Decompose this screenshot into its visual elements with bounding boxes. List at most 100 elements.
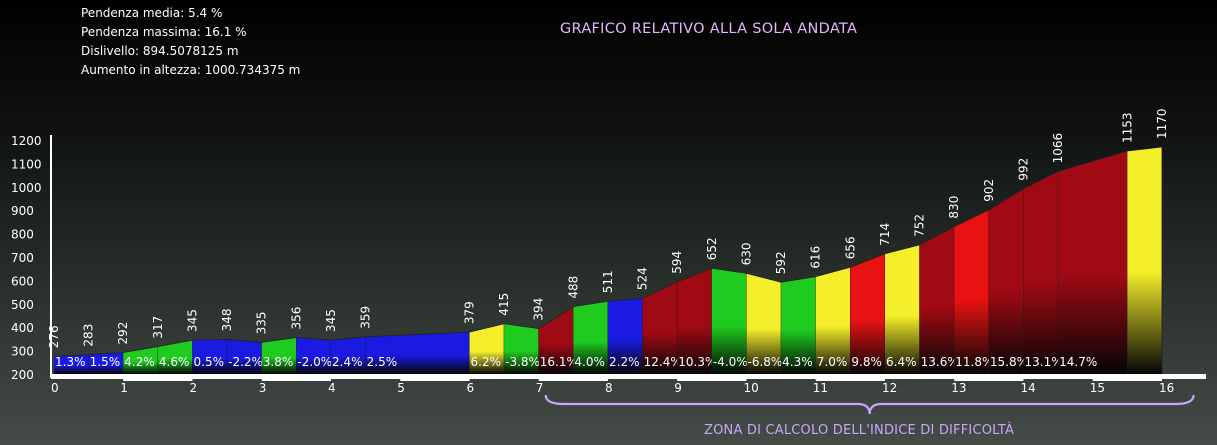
segment-grade-label: 7.0%	[817, 355, 848, 369]
y-tick-label: 800	[11, 228, 34, 242]
y-tick-label: 1100	[11, 157, 42, 171]
segment-grade-label: 4.6%	[159, 355, 190, 369]
segment-grade-label: 10.3%	[678, 355, 716, 369]
km-bar-marker	[400, 377, 470, 381]
x-tick-label: 11	[813, 381, 828, 395]
profile-segment	[1058, 150, 1128, 374]
x-tick-label: 10	[744, 381, 759, 395]
altitude-label: 335	[255, 312, 269, 335]
segment-grade-label: -6.8%	[748, 355, 783, 369]
segment-top-edge	[53, 354, 89, 357]
altitude-label: 992	[1017, 158, 1031, 181]
segment-grade-label: 12.4%	[644, 355, 682, 369]
altitude-label: 379	[463, 301, 477, 324]
altitude-label: 1153	[1120, 112, 1134, 143]
y-tick-label: 600	[11, 274, 34, 288]
altitude-label: 656	[843, 236, 857, 259]
segment-grade-label: 0.5%	[194, 355, 225, 369]
segment-grade-label: 1.3%	[55, 355, 86, 369]
segment-top-edge	[607, 297, 643, 302]
x-tick-label: 0	[51, 381, 59, 395]
profile-segment	[192, 339, 228, 374]
y-tick-label: 200	[11, 368, 34, 382]
altitude-label: 348	[220, 308, 234, 331]
segment-top-edge	[884, 244, 920, 255]
segment-top-edge	[1127, 146, 1163, 152]
profile-segment	[261, 337, 297, 374]
x-tick-label: 9	[674, 381, 682, 395]
segment-grade-label: 13.6%	[921, 355, 959, 369]
km-bar-marker	[1092, 377, 1162, 381]
segment-top-edge	[711, 267, 747, 274]
altitude-label: 292	[116, 322, 130, 345]
segment-top-edge	[261, 337, 297, 343]
altitude-label: 317	[151, 316, 165, 339]
segment-top-edge	[227, 338, 262, 343]
km-bar-marker	[815, 377, 885, 381]
altitude-label: 283	[82, 324, 96, 347]
x-tick-label: 8	[605, 381, 613, 395]
profile-segment	[608, 298, 643, 374]
altitude-label: 714	[878, 223, 892, 246]
segment-top-edge	[504, 323, 539, 330]
km-bar-marker	[261, 377, 331, 381]
x-tick-label: 13	[951, 381, 966, 395]
profile-segment	[1023, 171, 1059, 374]
km-bar-marker	[123, 377, 193, 381]
segment-grade-label: -3.8%	[505, 355, 540, 369]
y-tick-label: 500	[11, 298, 34, 312]
altitude-label: 345	[186, 309, 200, 332]
segment-top-edge	[919, 226, 955, 246]
segment-grade-label: 3.8%	[263, 355, 294, 369]
x-tick-label: 4	[328, 381, 336, 395]
segment-top-edge	[850, 253, 886, 268]
segment-grade-label: 4.3%	[782, 355, 813, 369]
segment-top-edge	[538, 306, 574, 329]
altitude-label: 524	[636, 267, 650, 290]
segment-grade-label: 13.1%	[1025, 355, 1063, 369]
altitude-label: 356	[289, 307, 303, 330]
altitude-label: 1170	[1155, 108, 1169, 139]
x-tick-label: 14	[1021, 381, 1036, 395]
profile-segment	[642, 281, 678, 374]
y-tick-label: 1000	[11, 181, 42, 195]
segment-top-edge	[746, 272, 782, 283]
segment-top-edge	[123, 346, 158, 353]
altitude-label: 488	[566, 276, 580, 299]
elevation-gain-text: Dislivello: 894.5078125 m	[81, 44, 239, 58]
segment-grade-label: 14.7%	[1059, 355, 1097, 369]
x-tick-label: 6	[467, 381, 475, 395]
x-tick-label: 7	[536, 381, 544, 395]
profile-segment	[331, 336, 366, 374]
max-grade-text: Pendenza massima: 16.1 %	[81, 25, 247, 39]
segment-top-edge	[642, 281, 678, 299]
segment-grade-label: -2.2%	[228, 355, 263, 369]
segment-top-edge	[365, 331, 470, 338]
total-ascent-text: Aumento in altezza: 1000.734375 m	[81, 63, 301, 77]
profile-segment	[988, 188, 1024, 374]
x-tick-label: 1	[120, 381, 128, 395]
altitude-label: 616	[809, 246, 823, 269]
x-tick-label: 5	[397, 381, 405, 395]
profile-segment	[157, 340, 193, 374]
profile-segment	[123, 346, 158, 374]
altitude-label: 1066	[1051, 133, 1065, 164]
profile-segment	[677, 268, 712, 374]
profile-segment	[746, 273, 782, 374]
segment-top-edge	[1023, 170, 1059, 190]
profile-segment	[815, 267, 851, 374]
altitude-label: 630	[740, 242, 754, 265]
y-tick-label: 400	[11, 321, 34, 335]
segment-grade-label: -2.0%	[297, 355, 332, 369]
profile-segment	[227, 339, 262, 374]
segment-grade-label: 4.0%	[574, 355, 605, 369]
segment-top-edge	[330, 336, 366, 341]
segment-top-edge	[296, 337, 332, 341]
profile-segment	[365, 332, 470, 374]
altitude-label: 359	[359, 306, 373, 329]
profile-segment	[954, 209, 989, 374]
segment-grade-label: 2.2%	[609, 355, 640, 369]
segment-top-edge	[988, 188, 1024, 211]
segment-grade-label: 6.4%	[886, 355, 917, 369]
